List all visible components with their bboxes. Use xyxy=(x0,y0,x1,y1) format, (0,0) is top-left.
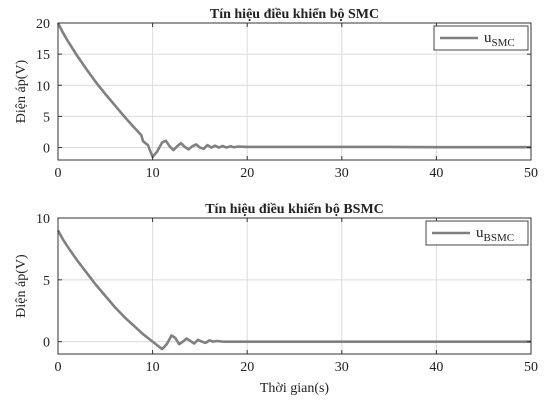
chart-1: 0 10 20 30 40 50 0 5 10 15 20 Tín hiệu điều khiển b… xyxy=(14,7,538,181)
x-tick-label: 30 xyxy=(335,360,349,375)
x-tick-label: 0 xyxy=(55,360,62,375)
x-tick-label: 10 xyxy=(146,166,160,181)
x-tick-label: 0 xyxy=(55,166,62,181)
axes-frame xyxy=(57,22,532,161)
x-tick-label: 50 xyxy=(524,166,538,181)
chart-2: 0 10 20 30 40 50 0 5 10 Tín hiệu điều khiển bộ BS… xyxy=(14,202,538,396)
y-tick-label: 5 xyxy=(43,110,50,125)
x-tick-label: 50 xyxy=(524,360,538,375)
chart-title: Tín hiệu điều khiển bộ BSMC xyxy=(205,202,384,217)
y-tick-label: 0 xyxy=(43,142,50,157)
x-tick-label: 40 xyxy=(429,166,443,181)
y-tick-label: 15 xyxy=(36,48,50,63)
x-tick-label: 30 xyxy=(335,166,349,181)
y-tick-label: 10 xyxy=(36,212,50,227)
series-line-uBSMC xyxy=(56,229,531,351)
y-tick-label: 0 xyxy=(43,336,50,351)
chart-title: Tín hiệu điều khiển bộ SMC xyxy=(210,7,379,22)
x-tick-label: 40 xyxy=(429,360,443,375)
x-tick-label: 20 xyxy=(240,166,254,181)
series-line-uSMC xyxy=(56,22,531,159)
x-tick-label: 10 xyxy=(146,360,160,375)
y-tick-label: 10 xyxy=(36,79,50,94)
y-tick-label: 20 xyxy=(36,17,50,32)
axes-frame xyxy=(57,217,532,355)
y-axis-label: Điện áp(V) xyxy=(14,254,29,318)
x-tick-label: 20 xyxy=(240,360,254,375)
y-axis-label: Điện áp(V) xyxy=(14,59,29,123)
x-axis-label: Thời gian(s) xyxy=(260,381,330,396)
y-tick-label: 5 xyxy=(43,274,50,289)
